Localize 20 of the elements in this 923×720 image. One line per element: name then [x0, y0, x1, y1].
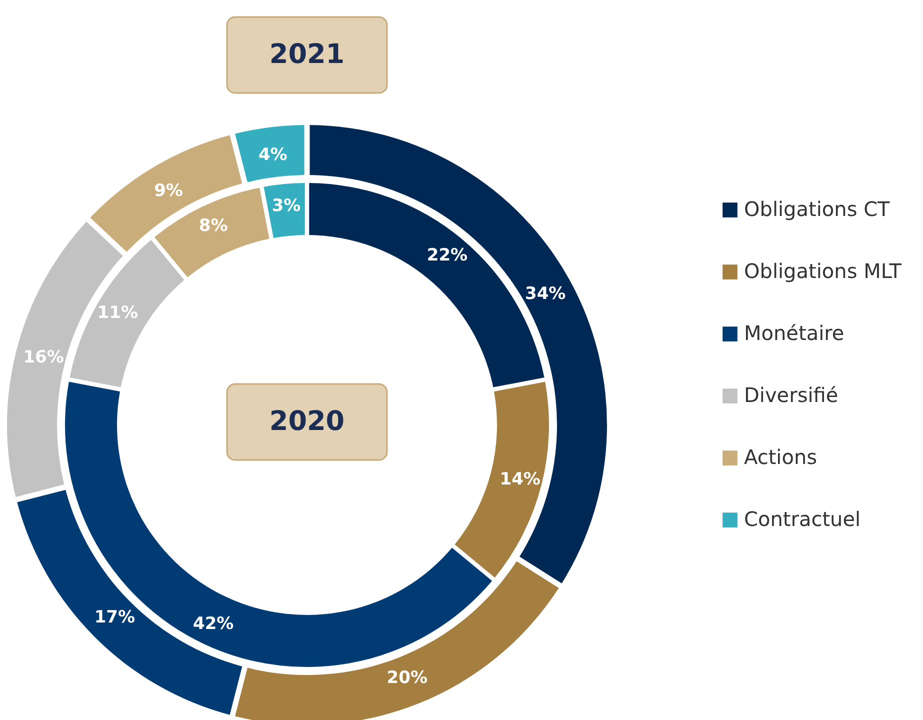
legend-label: Obligations MLT [744, 259, 902, 283]
legend-label: Contractuel [744, 507, 861, 531]
data-label: 14% [500, 470, 540, 490]
data-label: 22% [426, 245, 468, 266]
slice-label: 2021 [269, 39, 345, 70]
legend-label: Obligations CT [744, 197, 891, 221]
legend-label: Diversifié [744, 383, 838, 407]
data-label: 8% [198, 216, 228, 236]
data-label: 3% [272, 196, 301, 216]
data-label: 20% [386, 668, 428, 688]
data-label: 4% [258, 145, 288, 166]
data-label: 17% [94, 607, 136, 628]
data-label: 42% [192, 614, 234, 634]
data-label: 16% [23, 347, 64, 368]
data-label: 11% [97, 303, 138, 324]
legend-label: Monétaire [744, 321, 844, 345]
legend-label: Actions [744, 445, 818, 469]
data-label: 34% [525, 284, 566, 304]
data-label: 9% [154, 180, 183, 201]
slice-label: 2020 [269, 406, 345, 437]
